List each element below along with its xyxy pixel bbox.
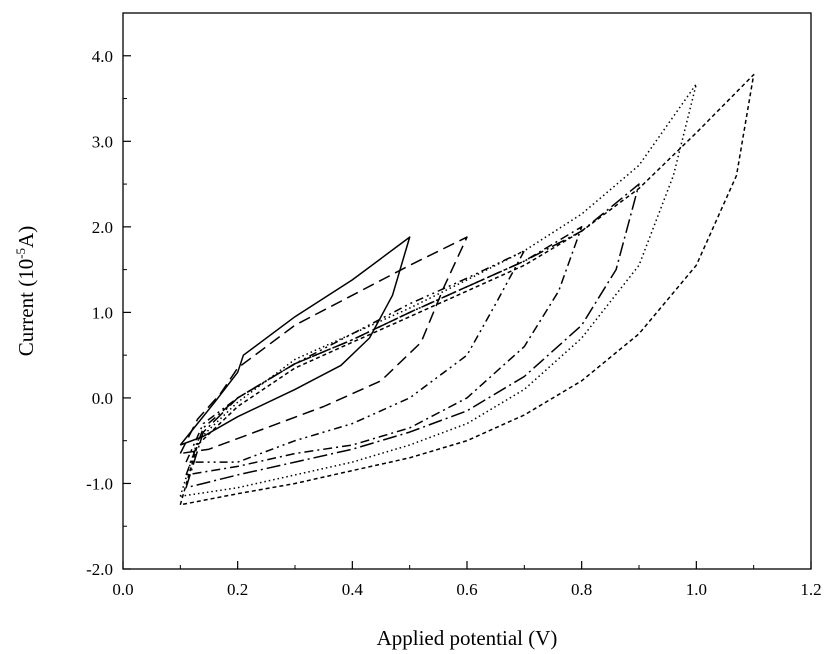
series-line-6-dotted — [179, 83, 698, 498]
axis-ticks: 0.0 0.2 0.4 0.6 0.8 1.0 1.2 -2.0 -1.0 0.0 1.0 2.0 3.… — [86, 47, 822, 599]
x-tick-label: 0.4 — [342, 580, 364, 599]
y-tick-label: 3.0 — [92, 132, 113, 151]
series-line-7-short-dashed — [179, 73, 755, 506]
y-axis-label-suffix: A) — [14, 226, 38, 248]
series-layer — [179, 73, 755, 506]
plot-frame — [122, 12, 812, 570]
series-line-5-long-dash-dot — [185, 183, 640, 489]
x-tick-label: 0.6 — [456, 580, 477, 599]
y-tick-label: 1.0 — [92, 303, 113, 322]
y-tick-label: -1.0 — [86, 474, 113, 493]
x-axis-label: Applied potential (V) — [377, 626, 558, 650]
x-tick-label: 1.0 — [686, 580, 707, 599]
x-tick-label: 0.8 — [571, 580, 592, 599]
y-axis-label: Current (10-5A) — [13, 226, 38, 356]
series-line-2-dashed — [179, 236, 468, 455]
x-tick-label: 0.0 — [112, 580, 133, 599]
y-axis-label-prefix: Current (10 — [14, 259, 38, 356]
y-tick-label: 4.0 — [92, 47, 113, 66]
y-axis-label-exponent: -5 — [13, 248, 28, 259]
series-line-4-dash-dot — [185, 226, 583, 476]
x-tick-label: 0.2 — [227, 580, 248, 599]
series-line-3-dash-dot-dot — [185, 250, 526, 463]
series-line-1-solid — [179, 236, 411, 446]
y-tick-label: -2.0 — [86, 560, 113, 579]
x-tick-label: 1.2 — [800, 580, 821, 599]
y-tick-label: 0.0 — [92, 389, 113, 408]
y-tick-label: 2.0 — [92, 218, 113, 237]
